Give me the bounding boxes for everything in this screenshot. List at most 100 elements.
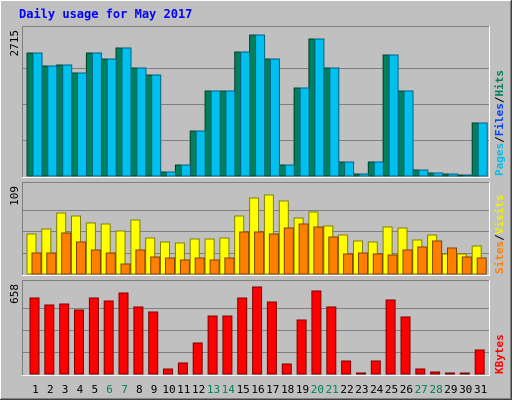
bar-kbytes-day-3 (59, 303, 70, 375)
bar-sites-day-8 (135, 249, 146, 275)
bar-kbytes-day-29 (445, 372, 455, 375)
chart-panels: 2715Pages/Files/Hits109Sites/Visits658KB… (8, 26, 506, 376)
bar-kbytes-day-19 (296, 319, 307, 375)
bar-kbytes-day-15 (237, 297, 248, 375)
x-tick-label: 19 (296, 383, 309, 396)
bar-pages-day-28 (433, 172, 444, 177)
bar-pages-day-21 (329, 67, 340, 177)
bar-kbytes-day-23 (356, 372, 366, 375)
bar-kbytes-day-1 (29, 297, 40, 375)
bar-kbytes-day-5 (88, 297, 99, 375)
bar-pages-day-27 (418, 169, 429, 177)
bar-pages-day-15 (240, 51, 251, 177)
bar-pages-day-24 (373, 161, 384, 177)
bar-pages-day-19 (299, 87, 310, 177)
bar-kbytes-day-7 (118, 292, 129, 375)
bar-sites-day-3 (61, 232, 72, 275)
bar-sites-day-23 (358, 252, 368, 275)
bar-kbytes-day-21 (326, 306, 337, 375)
x-tick-label: 31 (474, 383, 487, 396)
bar-pages-day-2 (47, 65, 58, 177)
bar-sites-day-21 (328, 236, 339, 275)
bar-sites-day-16 (254, 231, 265, 275)
legend-item: KBytes (493, 334, 506, 374)
bar-sites-day-12 (194, 257, 205, 275)
bar-sites-day-29 (447, 247, 457, 275)
x-tick-label: 1 (32, 383, 39, 396)
y-max-tick-label: 658 (8, 284, 21, 304)
x-tick-label: 11 (177, 383, 190, 396)
bar-pages-day-11 (180, 164, 191, 177)
bar-kbytes-day-28 (430, 371, 441, 375)
bar-pages-day-20 (314, 38, 325, 177)
legend-item: Sites (493, 241, 506, 274)
y-max-tick-label: 109 (8, 186, 21, 206)
bar-sites-day-2 (46, 252, 57, 275)
x-tick-label: 16 (251, 383, 264, 396)
bar-sites-day-6 (105, 252, 116, 275)
legend-separator: / (493, 136, 506, 143)
x-tick-label: 24 (370, 383, 384, 396)
x-axis-labels: 1 2 3 4 5 6 7 8 9 10 11 12 13 14 15 16 17 18 19 20 21 22 23 24 2… (32, 383, 487, 396)
bar-pages-day-5 (91, 52, 102, 177)
legend-item: Visits (493, 195, 506, 235)
legend-separator: / (493, 234, 506, 241)
x-tick-label: 7 (121, 383, 128, 396)
bar-sites-day-11 (179, 259, 190, 275)
x-tick-label: 15 (237, 383, 250, 396)
bar-pages-day-3 (62, 64, 73, 177)
bar-sites-day-25 (387, 254, 398, 275)
bar-sites-day-14 (224, 257, 235, 275)
panel-legend: Sites/Visits (493, 195, 506, 275)
legend-item: Hits (493, 70, 506, 97)
bar-sites-day-27 (417, 246, 428, 275)
x-tick-label: 5 (91, 383, 98, 396)
bar-pages-day-18 (284, 164, 295, 177)
bar-sites-day-22 (343, 253, 354, 275)
bar-kbytes-day-20 (311, 290, 322, 375)
legend-item: Files (493, 103, 506, 136)
bar-kbytes-day-17 (266, 301, 277, 375)
x-tick-label: 23 (355, 383, 368, 396)
bar-sites-day-20 (313, 226, 324, 275)
panel-legend: KBytes (493, 334, 506, 374)
bar-pages-day-7 (121, 47, 132, 177)
x-tick-label: 28 (429, 383, 442, 396)
bar-kbytes-day-26 (400, 316, 411, 375)
bar-pages-day-23 (359, 173, 369, 177)
chart-panel-2: 109 Sites/Visits (8, 182, 506, 276)
y-max-tick-label: 2715 (8, 30, 21, 57)
bar-sites-day-4 (76, 241, 86, 275)
x-tick-label: 21 (326, 383, 339, 396)
bar-sites-day-15 (239, 231, 250, 275)
bar-kbytes-day-4 (74, 309, 84, 375)
bar-kbytes-day-12 (192, 342, 203, 375)
bar-pages-day-13 (210, 90, 221, 177)
x-tick-label: 22 (340, 383, 353, 396)
x-tick-label: 25 (385, 383, 398, 396)
x-tick-label: 10 (162, 383, 175, 396)
x-tick-label: 26 (400, 383, 413, 396)
bar-kbytes-day-8 (133, 306, 144, 375)
x-tick-label: 14 (222, 383, 236, 396)
bar-pages-day-6 (106, 58, 117, 177)
bar-kbytes-day-9 (148, 311, 159, 375)
legend-item: Pages (493, 143, 506, 176)
bar-sites-day-24 (372, 253, 383, 275)
x-tick-label: 8 (136, 383, 143, 396)
chart-panel-3: 658 KBytes (8, 280, 506, 376)
x-tick-label: 12 (192, 383, 205, 396)
bar-kbytes-day-11 (177, 362, 188, 375)
x-tick-label: 17 (266, 383, 279, 396)
bar-kbytes-day-22 (341, 360, 352, 375)
chart-title: Daily usage for May 2017 (19, 7, 192, 21)
x-tick-label: 3 (62, 383, 69, 396)
bar-sites-day-18 (283, 227, 294, 275)
bar-sites-day-13 (209, 259, 220, 275)
panel-legend: Pages/Files/Hits (493, 70, 506, 176)
bar-sites-day-10 (165, 257, 175, 275)
legend-separator: / (493, 96, 506, 103)
bar-kbytes-day-2 (44, 304, 55, 375)
